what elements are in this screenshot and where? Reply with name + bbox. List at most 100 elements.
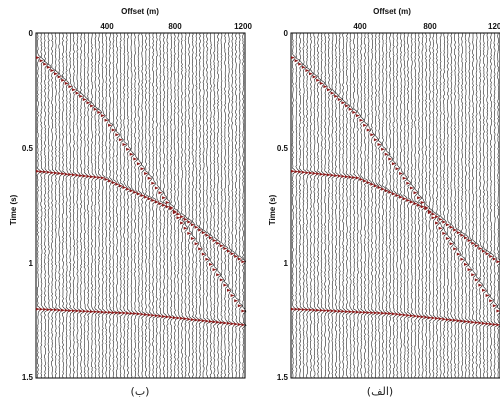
event-pick-marker bbox=[464, 236, 468, 240]
event-pick-marker bbox=[223, 283, 228, 287]
event-pick-marker bbox=[445, 237, 450, 240]
event-pick-marker bbox=[46, 170, 51, 174]
event-pick-marker bbox=[209, 236, 213, 240]
seismic-trace bbox=[316, 32, 322, 379]
event-pick-marker bbox=[492, 257, 497, 261]
event-pick-marker bbox=[219, 244, 224, 248]
seismic-trace bbox=[475, 32, 481, 379]
seismic-trace bbox=[464, 32, 470, 379]
event-pick-marker bbox=[64, 308, 69, 312]
event-pick-marker bbox=[216, 241, 221, 245]
event-pick-marker bbox=[409, 200, 414, 204]
event-pick-marker bbox=[373, 138, 378, 142]
event-pick-marker bbox=[68, 309, 73, 313]
event-pick-marker bbox=[165, 201, 170, 204]
event-group bbox=[291, 56, 500, 327]
event-pick-marker bbox=[176, 212, 181, 216]
event-pick-marker bbox=[140, 312, 145, 316]
seismic-trace bbox=[191, 32, 197, 378]
seismic-trace bbox=[385, 32, 391, 379]
event-pick-marker bbox=[241, 309, 246, 313]
event-pick-marker bbox=[352, 110, 357, 114]
event-pick-marker bbox=[323, 173, 328, 176]
event-pick-marker bbox=[309, 72, 313, 76]
event-pick-marker bbox=[133, 190, 138, 194]
event-pick-marker bbox=[431, 216, 436, 220]
seismic-trace bbox=[374, 32, 380, 379]
event-pick-marker bbox=[39, 170, 44, 174]
event-pick-marker bbox=[294, 307, 299, 311]
event-pick-marker bbox=[424, 207, 429, 211]
event-pick-marker bbox=[327, 309, 331, 313]
event-pick-marker bbox=[474, 278, 479, 282]
event-pick-marker bbox=[115, 133, 120, 137]
event-pick-marker bbox=[478, 283, 483, 287]
event-pick-marker bbox=[478, 247, 483, 250]
seismic-trace bbox=[331, 32, 336, 378]
event-pick-marker bbox=[162, 196, 167, 200]
seismic-trace bbox=[345, 32, 351, 379]
event-pick-marker bbox=[409, 314, 414, 318]
event-pick-marker bbox=[298, 62, 303, 66]
event-pick-marker bbox=[82, 98, 87, 101]
event-pick-marker bbox=[305, 171, 310, 175]
event-pick-marker bbox=[431, 212, 436, 216]
event-pick-marker bbox=[298, 307, 303, 311]
event-pick-marker bbox=[36, 307, 40, 311]
event-pick-marker bbox=[316, 308, 321, 312]
seismic-trace bbox=[338, 32, 344, 379]
event-pick-marker bbox=[129, 311, 134, 315]
event-pick-marker bbox=[345, 310, 350, 314]
seismic-trace bbox=[69, 32, 74, 379]
event-pick-marker bbox=[122, 311, 127, 315]
event-pick-marker bbox=[316, 172, 321, 176]
seismic-trace bbox=[87, 32, 92, 379]
event-pick-marker bbox=[136, 162, 141, 166]
x-tick-label: 400 bbox=[100, 22, 114, 31]
event-pick-marker bbox=[402, 313, 407, 317]
seismic-trace bbox=[302, 32, 308, 379]
x-axis-label: Offset (m) bbox=[121, 7, 159, 16]
event-pick-marker bbox=[341, 309, 346, 313]
seismic-trace bbox=[144, 32, 150, 379]
event-pick-marker bbox=[43, 170, 48, 174]
event-pick-marker bbox=[147, 176, 152, 180]
event-pick-marker bbox=[151, 313, 156, 317]
event-pick-marker bbox=[334, 94, 339, 98]
event-pick-marker bbox=[169, 207, 174, 211]
seismic-trace bbox=[209, 32, 215, 379]
event-pick-marker bbox=[64, 172, 69, 176]
event-pick-marker bbox=[183, 226, 188, 230]
event-pick-marker bbox=[373, 311, 378, 315]
seismic-trace bbox=[213, 32, 218, 379]
event-pick-marker bbox=[291, 307, 295, 311]
seismic-trace bbox=[406, 32, 412, 379]
seismic-trace bbox=[242, 32, 247, 379]
event-pick-marker bbox=[312, 171, 317, 175]
event-pick-marker bbox=[230, 322, 235, 326]
event-pick-marker bbox=[158, 314, 163, 318]
event-pick-marker bbox=[219, 278, 224, 282]
seismic-trace bbox=[295, 32, 300, 379]
event-pick-marker bbox=[420, 201, 425, 204]
event-pick-marker bbox=[467, 320, 472, 324]
event-pick-marker bbox=[209, 262, 213, 266]
event-pick-marker bbox=[395, 312, 400, 316]
event-pick-marker bbox=[97, 110, 102, 114]
seismic-trace bbox=[159, 32, 164, 379]
seismic-trace bbox=[235, 32, 240, 379]
event-pick-marker bbox=[485, 294, 490, 297]
seismic-trace bbox=[238, 32, 244, 379]
event-pick-marker bbox=[323, 309, 328, 313]
event-pick-marker bbox=[449, 242, 454, 246]
event-pick-marker bbox=[438, 226, 443, 230]
event-pick-marker bbox=[406, 181, 411, 185]
seismic-trace bbox=[105, 32, 110, 379]
event-pick-marker bbox=[399, 172, 404, 175]
event-pick-marker bbox=[319, 172, 324, 176]
event-pick-marker bbox=[345, 104, 350, 108]
event-pick-marker bbox=[75, 91, 80, 95]
event-pick-marker bbox=[496, 260, 500, 264]
event-pick-marker bbox=[194, 242, 199, 246]
